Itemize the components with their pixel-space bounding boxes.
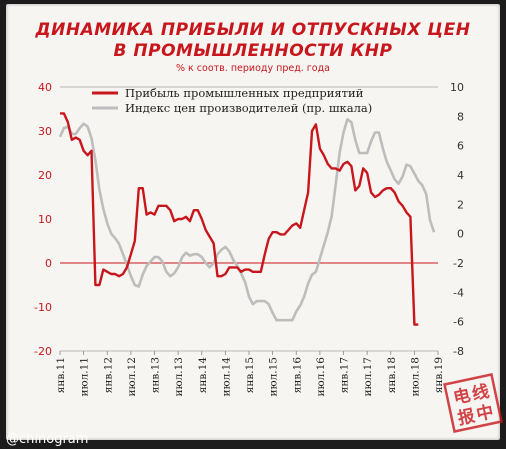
y-left-tick-label: -20 — [34, 345, 52, 358]
x-tick-label: июл.16 — [315, 357, 327, 397]
x-tick-label: янв.17 — [339, 357, 351, 393]
x-tick-label: янв.14 — [197, 357, 209, 394]
y-right-tick-label: 2 — [457, 198, 464, 211]
legend-label: Прибыль промышленных предприятий — [125, 86, 364, 100]
chart-title: ДИНАМИКА ПРИБЫЛИ И ОТПУСКНЫХ ЦЕН — [35, 20, 471, 40]
y-right-tick-label: 8 — [457, 110, 464, 123]
x-tick-label: июл.11 — [79, 357, 91, 397]
x-tick-label: янв.18 — [386, 357, 398, 393]
x-tick-label: янв.11 — [55, 357, 67, 393]
y-right-tick-label: -6 — [453, 316, 464, 329]
y-left-tick-label: 10 — [38, 213, 52, 226]
x-tick-label: июл.17 — [362, 357, 374, 397]
y-right-tick-label: -8 — [453, 345, 464, 358]
chart-title-line2: В ПРОМЫШЛЕННОСТИ КНР — [113, 41, 393, 61]
x-tick-label: июл.18 — [409, 357, 421, 397]
y-right-tick-label: 10 — [450, 81, 464, 94]
legend-label: Индекс цен производителей (пр. шкала) — [125, 101, 372, 115]
seal-glyph: 线 — [470, 381, 491, 405]
series-line-ppi — [58, 118, 436, 322]
seal-glyph: 报 — [456, 405, 477, 429]
seal-glyph: 电 — [451, 385, 472, 409]
seal-glyph: 中 — [474, 401, 495, 425]
x-tick-label: июл.14 — [220, 357, 232, 397]
y-left-tick-label: 0 — [45, 257, 52, 270]
y-right-tick-label: 4 — [457, 169, 464, 182]
chart-panel — [6, 4, 500, 440]
x-tick-label: июл.12 — [126, 357, 138, 397]
watermark: @chinogram — [6, 432, 89, 447]
x-tick-label: июл.13 — [173, 357, 185, 397]
series-line-profit — [60, 112, 419, 326]
y-left-tick-label: -10 — [34, 301, 52, 314]
y-right-tick-label: -4 — [453, 286, 464, 299]
y-right-tick-label: 6 — [457, 140, 464, 153]
chart-subtitle: % к соотв. периоду пред. года — [176, 63, 330, 74]
x-tick-label: янв.16 — [291, 357, 303, 394]
x-tick-label: янв.15 — [244, 357, 256, 393]
x-tick-label: янв.13 — [150, 357, 162, 393]
x-tick-label: янв.19 — [433, 357, 445, 393]
y-left-tick-label: 30 — [38, 125, 52, 138]
y-left-tick-label: 20 — [38, 169, 52, 182]
x-tick-label: июл.15 — [268, 357, 280, 397]
y-left-tick-label: 40 — [38, 81, 52, 94]
y-right-tick-label: -2 — [453, 257, 464, 270]
y-right-tick-label: 0 — [457, 228, 464, 241]
x-tick-label: янв.12 — [102, 357, 114, 393]
